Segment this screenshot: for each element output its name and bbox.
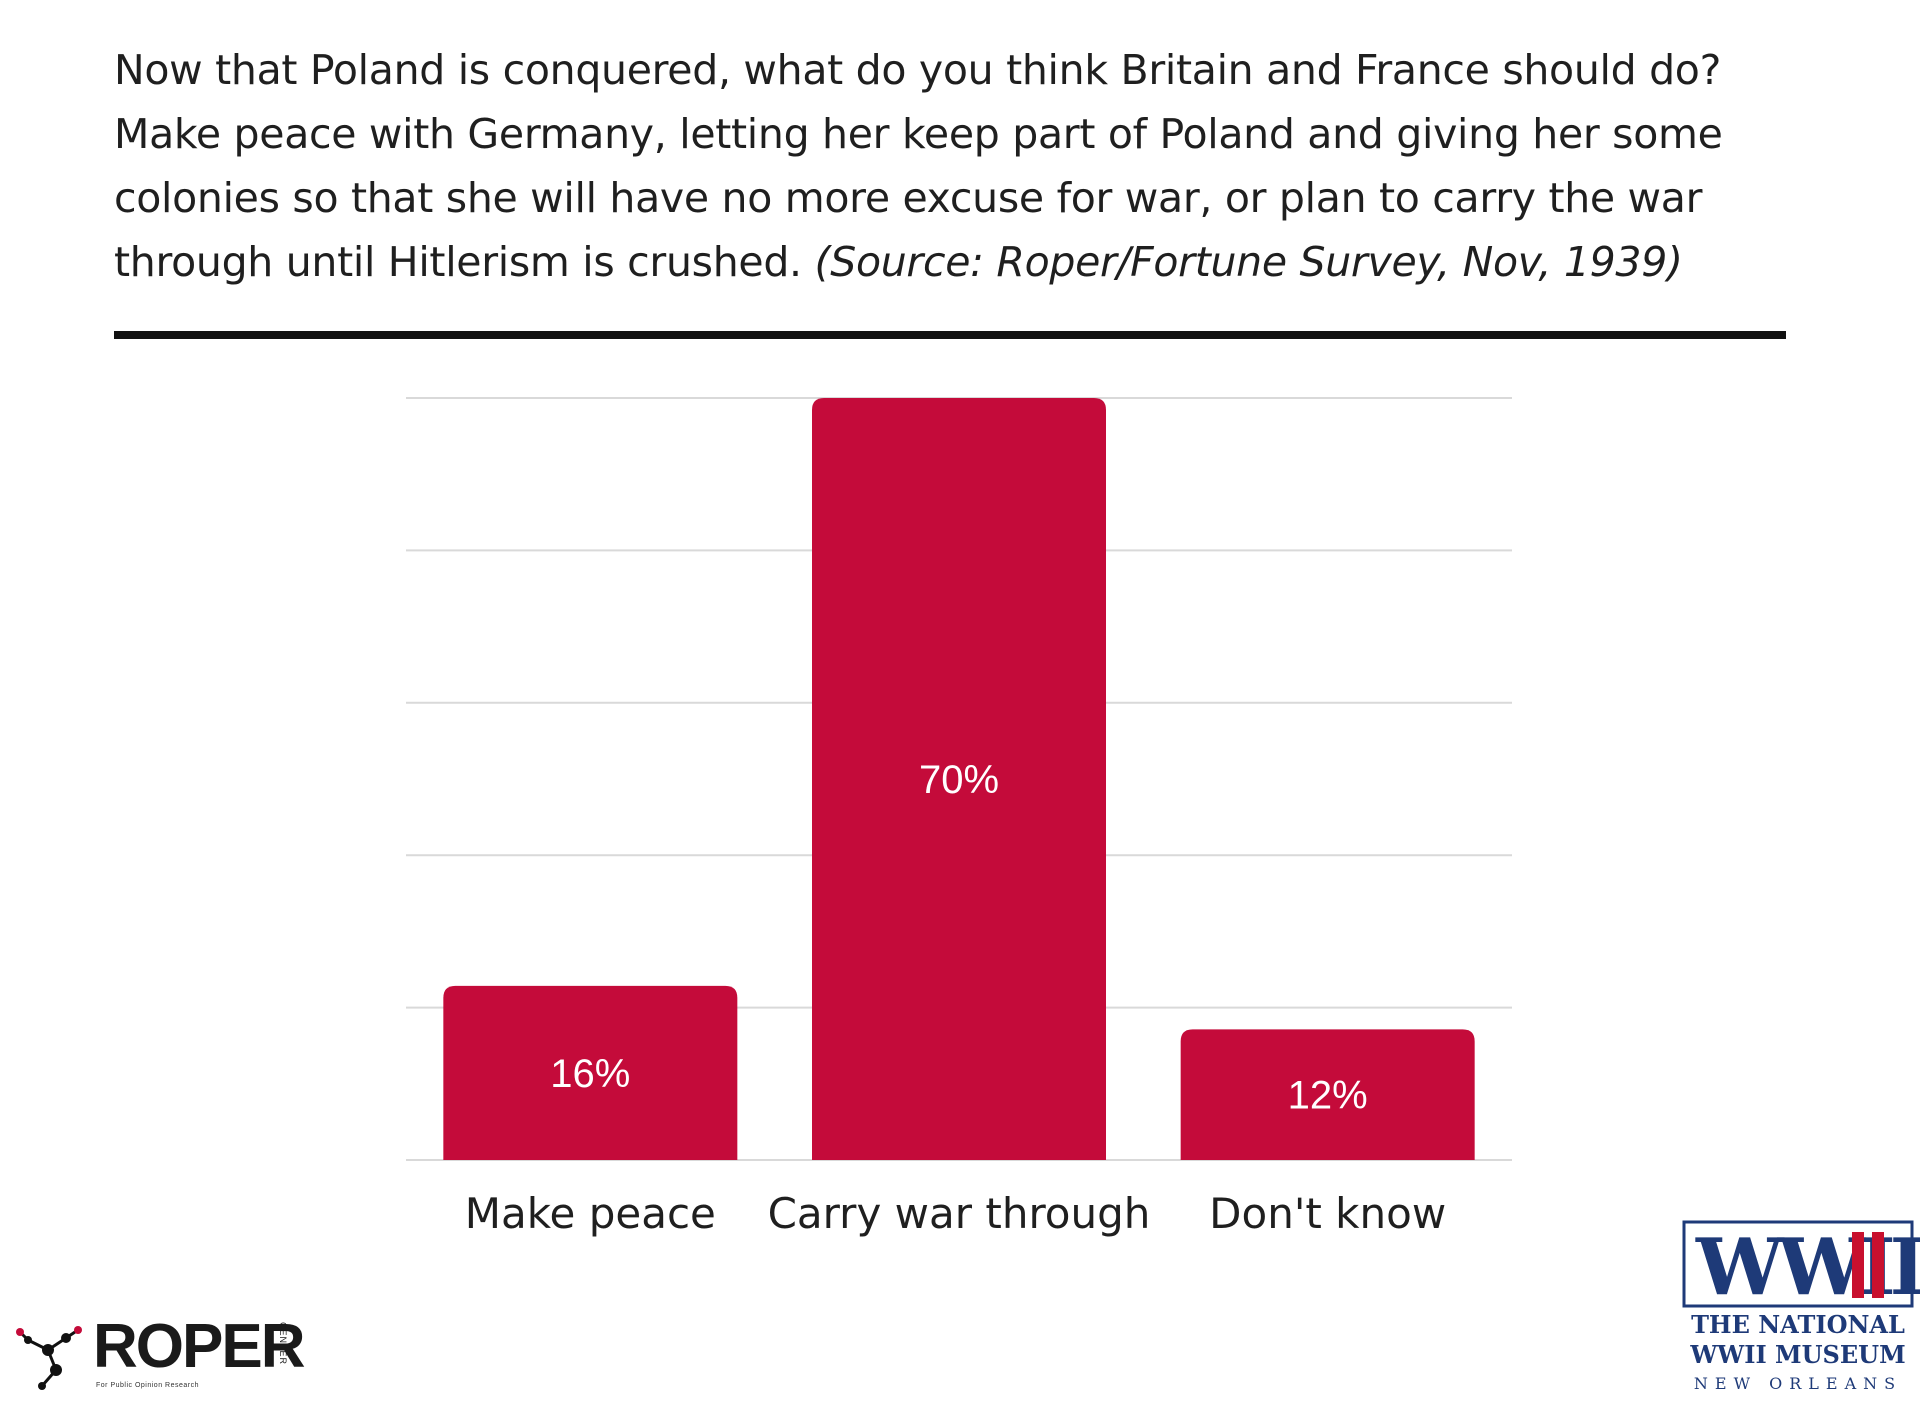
- question-source: (Source: Roper/Fortune Survey, Nov, 1939…: [814, 238, 1683, 286]
- museum-line-1: THE NATIONAL: [1691, 1310, 1905, 1339]
- value-label: 16%: [550, 1052, 630, 1096]
- roper-center-logo: ROPER CENTER For Public Opinion Research: [8, 1310, 308, 1400]
- question-body: Now that Poland is conquered, what do yo…: [114, 46, 1723, 286]
- header-divider: [114, 331, 1786, 339]
- wwii-mark-icon: WWII: [1682, 1220, 1920, 1313]
- museum-line-3: NEW ORLEANS: [1693, 1374, 1903, 1393]
- value-label: 70%: [919, 758, 999, 802]
- bar-make-peace: [443, 985, 738, 1160]
- category-label: Carry war through: [768, 1189, 1151, 1238]
- bar-chart: 16% Make peace 70% Carry war through 12% Don'…: [406, 397, 1512, 1238]
- category-label: Make peace: [465, 1189, 716, 1238]
- bar-don-t-know: [1180, 1029, 1475, 1160]
- question-text: Now that Poland is conquered, what do yo…: [114, 38, 1794, 294]
- roper-center-label: CENTER: [278, 1322, 288, 1366]
- bar-carry-war-through: [812, 398, 1106, 1160]
- value-label: 12%: [1288, 1074, 1368, 1118]
- roper-wordmark: ROPER: [93, 1312, 305, 1381]
- roper-tagline: For Public Opinion Research: [96, 1382, 199, 1389]
- category-label: Don't know: [1209, 1189, 1446, 1238]
- roper-molecule-icon: [16, 1326, 82, 1390]
- wwii-mark-text: WWII: [1695, 1222, 1920, 1310]
- wwii-museum-logo: WWII THE NATIONAL WWII MUSEUM NEW ORLEAN…: [1676, 1220, 1920, 1400]
- museum-line-2: WWII MUSEUM: [1690, 1340, 1906, 1369]
